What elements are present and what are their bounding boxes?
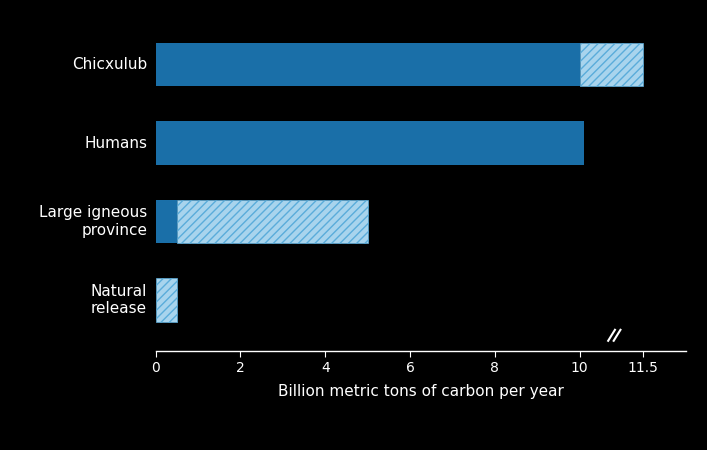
Bar [177, 200, 368, 243]
Bar [156, 43, 580, 86]
Bar [156, 200, 177, 243]
Bar [156, 279, 177, 322]
X-axis label: Billion metric tons of carbon per year: Billion metric tons of carbon per year [278, 384, 563, 399]
Bar [156, 122, 584, 165]
Bar [580, 43, 643, 86]
